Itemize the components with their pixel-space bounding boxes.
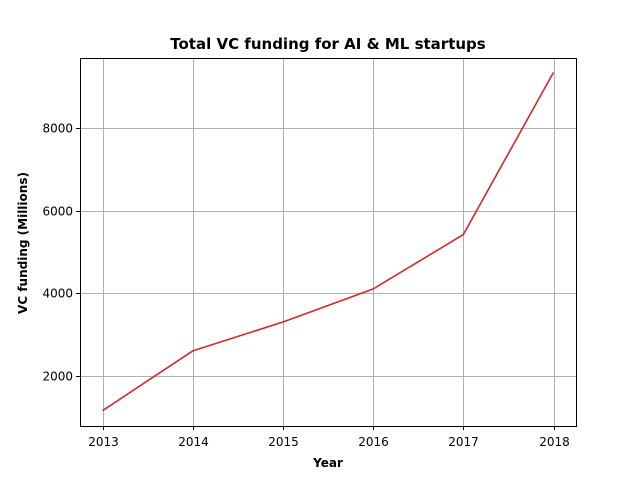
series-layer [102, 72, 555, 412]
y-tick-label: 8000 [42, 122, 73, 136]
x-tick-label: 2014 [178, 435, 209, 449]
y-tick-label: 6000 [42, 205, 73, 219]
plot-frame [80, 58, 577, 427]
x-tick-label: 2013 [88, 435, 119, 449]
y-axis: 2000 4000 6000 8000 [42, 122, 80, 384]
chart-title: Total VC funding for AI & ML startups [170, 35, 486, 53]
gridlines [80, 58, 576, 426]
x-axis: 2013 2014 2015 2016 2017 2018 [88, 426, 570, 449]
x-tick-label: 2018 [539, 435, 570, 449]
y-axis-label: VC funding (Millions) [16, 172, 30, 314]
x-tick-label: 2015 [268, 435, 299, 449]
x-axis-label: Year [312, 456, 343, 470]
y-tick-label: 2000 [42, 370, 73, 384]
x-tick-label: 2017 [448, 435, 479, 449]
x-tick-label: 2016 [358, 435, 389, 449]
series-line [102, 72, 555, 412]
y-tick-label: 4000 [42, 287, 73, 301]
